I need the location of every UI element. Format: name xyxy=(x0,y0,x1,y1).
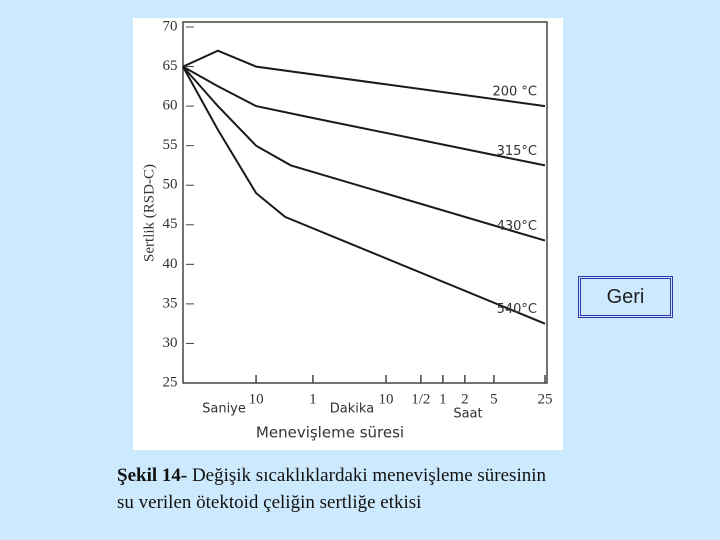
x-tick-label: 1 xyxy=(439,391,447,407)
x-axis-label: Menevişleme süresi xyxy=(256,424,404,442)
y-tick-label: 45 xyxy=(163,216,178,232)
line xyxy=(182,65,546,242)
back-button[interactable]: Geri xyxy=(578,276,673,318)
caption: Şekil 14- Değişik sıcaklıklardaki menevi… xyxy=(117,462,546,516)
y-tick-label: 60 xyxy=(163,98,178,114)
y-tick-label: 40 xyxy=(163,256,178,272)
line xyxy=(182,66,546,325)
unit-label: Saniye xyxy=(202,402,246,417)
caption-label: Şekil 14- xyxy=(117,465,188,486)
line xyxy=(182,65,546,167)
y-axis-label: Sertlik (RSD-C) xyxy=(141,164,157,262)
x-tick-label: 2 xyxy=(461,391,469,407)
x-tick-label: 10 xyxy=(249,391,264,407)
unit-label: Saat xyxy=(453,407,482,422)
line xyxy=(182,49,546,108)
series-label: 315°C xyxy=(497,144,537,159)
series-label: 540°C xyxy=(497,302,537,317)
x-tick-label: 5 xyxy=(490,391,498,407)
x-tick-label: 1 xyxy=(309,391,317,407)
y-tick-label: 50 xyxy=(163,177,178,193)
series-label: 430°C xyxy=(497,219,537,234)
x-tick-label: 10 xyxy=(378,391,393,407)
series-label: 200 °C xyxy=(492,85,537,100)
x-tick-label: 1/2 xyxy=(411,391,430,407)
plot-frame xyxy=(182,21,548,384)
caption-line: su verilen ötektoid çeliğin sertliğe etk… xyxy=(117,492,422,513)
y-tick-label: 55 xyxy=(163,137,178,153)
y-tick-label: 65 xyxy=(163,58,178,74)
unit-label: Dakika xyxy=(330,402,374,417)
caption-line: Değişik sıcaklıklardaki menevişleme süre… xyxy=(191,465,547,486)
y-tick-label: 35 xyxy=(163,295,178,311)
chart: Sertlik (RSD-C) Menevişleme süresi Saniy… xyxy=(133,18,563,450)
y-tick-label: 25 xyxy=(163,374,178,390)
y-tick-label: 30 xyxy=(163,335,178,351)
x-tick-label: 25 xyxy=(538,391,553,407)
y-tick-label: 70 xyxy=(163,18,178,34)
